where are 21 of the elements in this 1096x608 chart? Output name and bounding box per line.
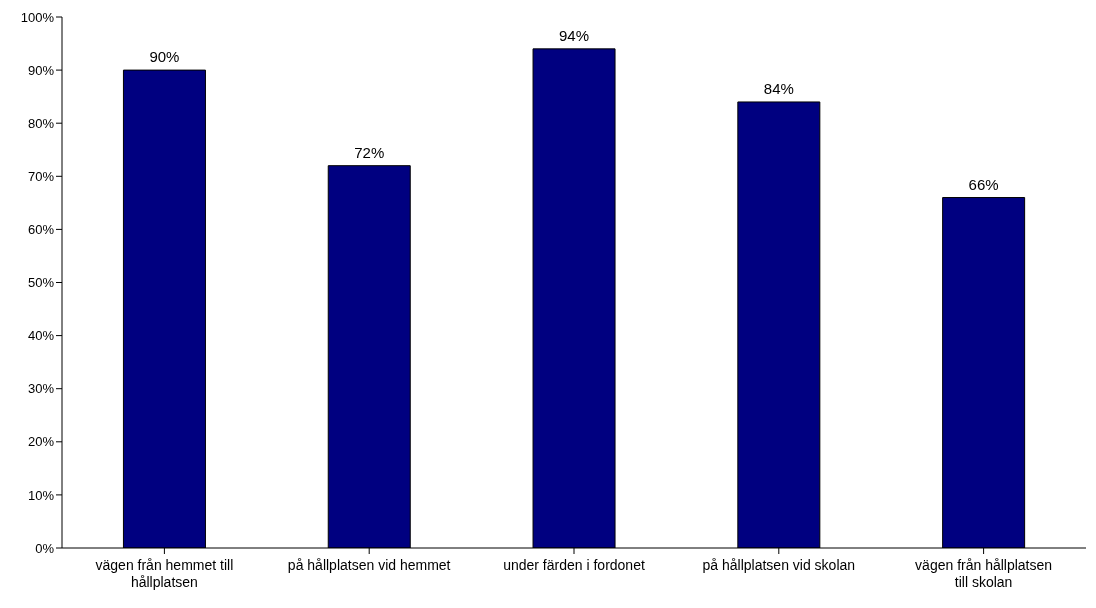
- y-tick-label: 60%: [27, 222, 55, 238]
- y-tick-label: 90%: [27, 62, 55, 78]
- data-label: 66%: [968, 175, 999, 193]
- y-tick-label: 50%: [27, 275, 55, 291]
- data-label: 94%: [559, 26, 590, 44]
- y-tick-label: 10%: [27, 487, 55, 503]
- x-tick-label: under färden i fordonet: [503, 557, 645, 573]
- y-tick-label: 0%: [35, 540, 55, 556]
- y-tick-label: 30%: [27, 381, 55, 397]
- y-tick-label: 40%: [27, 328, 55, 344]
- x-tick-label: vägen från hemmet till hållplatsen: [95, 557, 234, 590]
- y-tick-label: 100%: [20, 9, 55, 25]
- x-tick-label: på hållplatsen vid hemmet: [287, 557, 451, 573]
- x-tick-label: på hållplatsen vid skolan: [702, 557, 856, 573]
- x-tick-label: vägen från hållplatsen till skolan: [915, 557, 1053, 590]
- y-tick-label: 20%: [27, 434, 55, 450]
- y-tick-label: 80%: [27, 115, 55, 131]
- data-label: 90%: [149, 48, 180, 66]
- y-tick-label: 70%: [27, 168, 55, 184]
- data-label: 72%: [354, 143, 385, 161]
- data-label: 84%: [763, 79, 794, 97]
